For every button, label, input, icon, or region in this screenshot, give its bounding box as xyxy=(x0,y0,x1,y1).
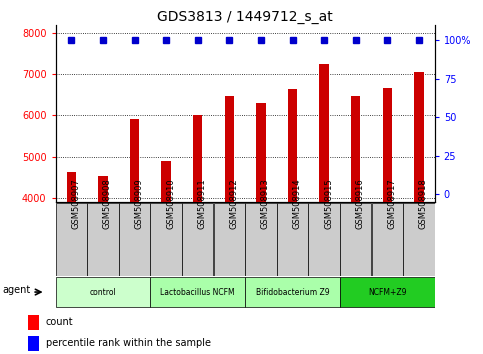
Bar xyxy=(150,277,245,307)
Bar xyxy=(225,96,234,202)
Bar xyxy=(87,202,119,276)
Text: GSM508911: GSM508911 xyxy=(198,179,207,229)
Text: GSM508918: GSM508918 xyxy=(419,179,428,229)
Bar xyxy=(319,64,329,202)
Title: GDS3813 / 1449712_s_at: GDS3813 / 1449712_s_at xyxy=(157,10,333,24)
Text: GSM508907: GSM508907 xyxy=(71,179,80,229)
Text: GSM508915: GSM508915 xyxy=(324,179,333,229)
Text: percentile rank within the sample: percentile rank within the sample xyxy=(46,338,211,348)
Bar xyxy=(182,202,213,276)
Bar xyxy=(340,202,371,276)
Bar xyxy=(351,96,360,202)
Bar xyxy=(245,277,340,307)
Bar xyxy=(340,277,435,307)
Text: GSM508912: GSM508912 xyxy=(229,179,238,229)
Bar xyxy=(383,88,392,202)
Text: Bifidobacterium Z9: Bifidobacterium Z9 xyxy=(256,287,329,297)
Text: GSM508909: GSM508909 xyxy=(135,179,143,229)
Text: count: count xyxy=(46,317,73,327)
Bar xyxy=(309,202,340,276)
Bar xyxy=(161,161,171,202)
Text: GSM508917: GSM508917 xyxy=(387,179,397,229)
Bar xyxy=(67,172,76,202)
Bar xyxy=(56,202,87,276)
Bar xyxy=(403,202,435,276)
Bar xyxy=(28,315,40,330)
Bar xyxy=(256,103,266,202)
Bar xyxy=(28,336,40,351)
Text: GSM508914: GSM508914 xyxy=(293,179,301,229)
Bar xyxy=(151,202,182,276)
Bar xyxy=(414,72,424,202)
Text: control: control xyxy=(89,287,116,297)
Bar xyxy=(56,277,150,307)
Bar xyxy=(371,202,403,276)
Text: Lactobacillus NCFM: Lactobacillus NCFM xyxy=(160,287,235,297)
Text: agent: agent xyxy=(3,285,31,296)
Bar xyxy=(277,202,308,276)
Bar xyxy=(98,176,108,202)
Bar xyxy=(288,90,297,202)
Text: GSM508908: GSM508908 xyxy=(103,179,112,229)
Bar xyxy=(130,119,139,202)
Text: NCFM+Z9: NCFM+Z9 xyxy=(368,287,407,297)
Bar xyxy=(213,202,245,276)
Text: GSM508910: GSM508910 xyxy=(166,179,175,229)
Bar xyxy=(119,202,150,276)
Text: GSM508913: GSM508913 xyxy=(261,179,270,229)
Bar xyxy=(193,114,202,202)
Text: GSM508916: GSM508916 xyxy=(355,179,365,229)
Bar xyxy=(245,202,277,276)
